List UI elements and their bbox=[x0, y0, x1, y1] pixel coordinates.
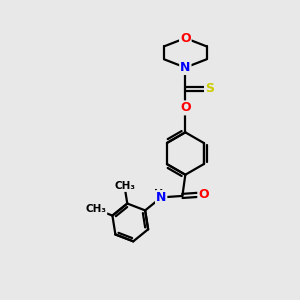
Text: CH₃: CH₃ bbox=[114, 181, 135, 191]
Text: O: O bbox=[198, 188, 209, 201]
Text: CH₃: CH₃ bbox=[85, 204, 106, 214]
Text: S: S bbox=[205, 82, 214, 95]
Text: O: O bbox=[180, 101, 190, 114]
Text: O: O bbox=[180, 32, 190, 45]
Text: H: H bbox=[154, 190, 163, 200]
Text: N: N bbox=[156, 191, 166, 204]
Text: N: N bbox=[180, 61, 190, 74]
